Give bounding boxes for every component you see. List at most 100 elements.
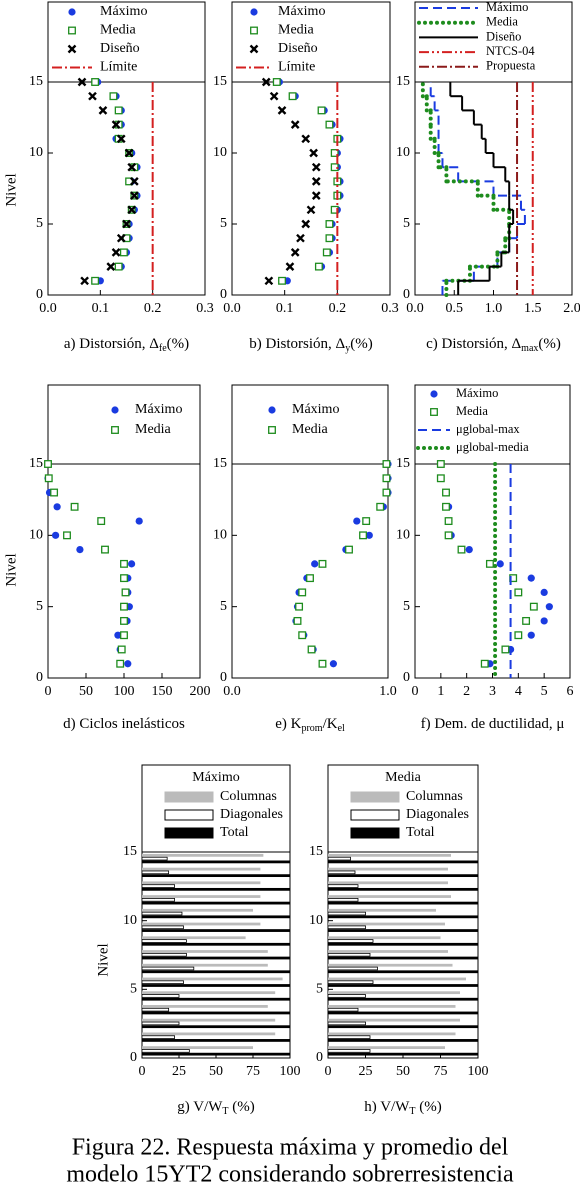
bar: [142, 1046, 253, 1050]
bar: [141, 911, 183, 916]
marker-x: [269, 91, 279, 101]
marker-dot: [496, 560, 504, 568]
bar: [328, 1005, 456, 1008]
marker-x: [98, 106, 108, 115]
figure-caption: modelo 15YT2 considerando sobrerresisten…: [66, 1162, 514, 1188]
marker-square: [295, 602, 304, 611]
bar: [328, 956, 478, 960]
x-tick-label: 0.0: [39, 301, 57, 316]
legend-label: Propuesta: [486, 59, 536, 73]
bar: [142, 984, 290, 987]
marker-square: [120, 602, 128, 611]
x-tick-label: 100: [280, 1064, 301, 1079]
marker-square: [529, 602, 538, 611]
y-tick-label: 10: [213, 528, 227, 543]
legend-label: μglobal-media: [456, 440, 529, 454]
bar: [142, 963, 268, 967]
marker-square: [318, 559, 327, 568]
marker-square: [120, 616, 128, 625]
y-tick-label: 10: [396, 145, 410, 160]
marker-square: [117, 645, 126, 654]
legend-label: Media: [292, 422, 329, 437]
marker-x: [80, 276, 89, 286]
bar: [328, 881, 448, 885]
bar: [141, 966, 195, 971]
x-tick-label: 50: [209, 1064, 223, 1079]
bar: [327, 884, 359, 888]
marker-square: [501, 645, 510, 654]
marker-circle: [527, 574, 535, 582]
marker-x: [67, 44, 77, 54]
marker-square: [514, 588, 523, 597]
bar: [142, 887, 290, 891]
x-tick-label: 0.3: [381, 301, 399, 316]
marker-square: [298, 588, 307, 597]
marker-x: [311, 191, 321, 200]
bar: [142, 950, 268, 953]
x-axis-label: g) V/WT (%): [177, 1099, 255, 1117]
bar: [142, 901, 290, 905]
marker-x: [296, 233, 305, 243]
bar: [327, 925, 366, 930]
legend-label: Diseño: [278, 41, 318, 56]
legend-label: Media: [100, 23, 137, 38]
y-tick-label: 15: [213, 456, 227, 471]
x-tick-label: 0: [325, 1064, 332, 1079]
bar: [328, 984, 478, 987]
bar: [328, 1011, 478, 1015]
x-tick-label: 0.5: [446, 301, 464, 316]
marker-square: [382, 474, 391, 483]
marker-square: [442, 488, 450, 497]
bar: [141, 1035, 175, 1039]
marker-square: [318, 659, 327, 668]
marker-circle: [124, 660, 132, 668]
marker-square: [278, 276, 286, 285]
bar: [142, 997, 290, 1001]
marker-dot: [545, 603, 553, 611]
marker-square: [70, 502, 79, 511]
x-tick-label: 1.0: [379, 684, 397, 699]
marker-dot: [527, 631, 535, 639]
marker-square: [442, 502, 450, 511]
marker-x: [290, 120, 300, 129]
x-axis-label-part: g) V/W: [177, 1099, 223, 1115]
marker-square: [382, 460, 391, 468]
marker-square: [298, 631, 307, 640]
marker-square: [122, 234, 131, 243]
marker-square: [91, 78, 100, 86]
marker-square: [114, 262, 123, 271]
bar: [328, 963, 453, 967]
bar: [328, 901, 478, 905]
marker-square: [111, 426, 119, 434]
marker-square: [382, 460, 391, 468]
marker-circle: [540, 588, 548, 597]
marker-x: [111, 248, 121, 257]
marker-square: [109, 92, 118, 101]
x-axis-label-part: f) Dem. de ductilidad, μ: [421, 716, 565, 732]
bar: [328, 874, 478, 878]
bar: [142, 942, 290, 946]
x-tick-label: 6: [567, 684, 574, 699]
bar: [328, 867, 448, 871]
marker-square: [91, 276, 100, 285]
marker-square: [325, 220, 334, 228]
marker-square: [382, 488, 391, 497]
y-tick-label: 10: [396, 528, 410, 543]
marker-x: [301, 219, 311, 229]
legend-label: Máximo: [135, 402, 182, 417]
bar: [142, 1052, 290, 1056]
marker-dot: [68, 8, 76, 16]
marker-square: [359, 531, 367, 540]
bar: [328, 950, 448, 953]
legend-label: Máximo: [456, 386, 498, 400]
marker-x: [127, 205, 137, 215]
marker-x: [106, 262, 116, 271]
marker-circle: [545, 603, 553, 611]
bar: [142, 895, 261, 898]
x-axis-label-part: (%): [538, 336, 561, 352]
marker-square: [376, 502, 385, 511]
marker-square: [116, 659, 125, 668]
marker-x: [309, 148, 318, 158]
marker-dot: [111, 406, 119, 414]
marker-dot: [311, 560, 319, 568]
